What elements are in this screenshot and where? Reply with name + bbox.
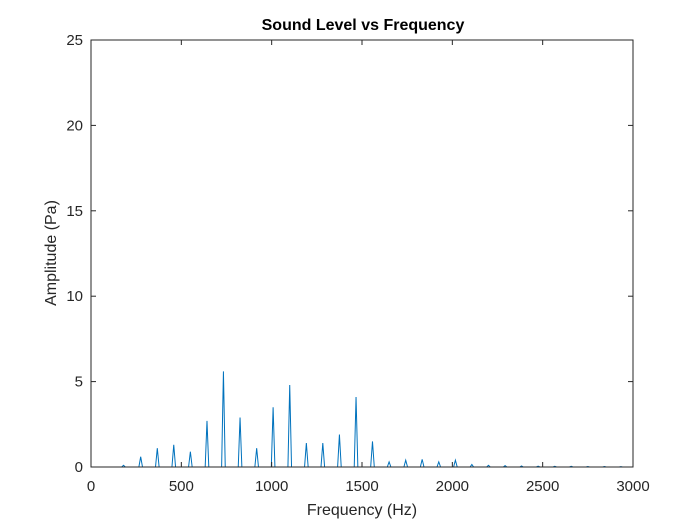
x-tick-label: 1500 [345,478,378,495]
y-axis-label: Amplitude (Pa) [43,200,60,306]
y-tick-label: 5 [75,374,83,391]
x-tick-label: 3000 [616,478,649,495]
x-axis-label: Frequency (Hz) [307,502,417,519]
y-tick-label: 0 [75,459,83,476]
y-tick-label: 10 [66,288,83,305]
plot-area [91,40,633,467]
y-tick-label: 15 [66,203,83,220]
x-tick-label: 1000 [255,478,288,495]
x-tick-label: 2000 [436,478,469,495]
x-tick-label: 500 [169,478,194,495]
ticks-layer: 0 500 1000 1500 2000 2500 3000 0 5 10 15 20 25 [66,32,649,495]
y-tick-label: 20 [66,117,83,134]
x-tick-label: 0 [87,478,95,495]
y-tick-label: 25 [66,32,83,49]
chart-title: Sound Level vs Frequency [262,17,465,34]
x-tick-label: 2500 [526,478,559,495]
